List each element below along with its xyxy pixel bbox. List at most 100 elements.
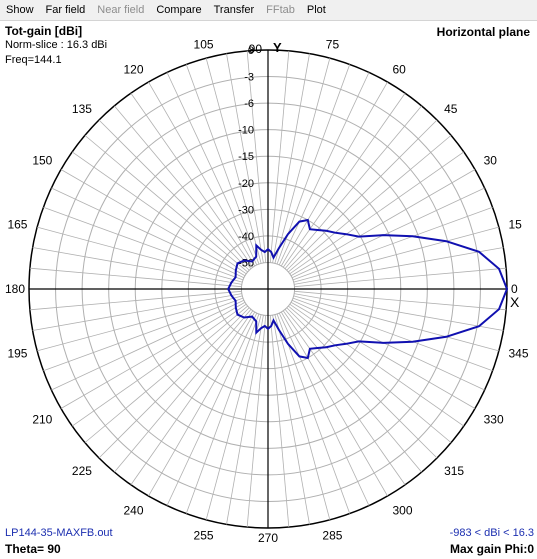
grid-spoke <box>294 247 504 285</box>
radial-tick-label: -20 <box>238 178 254 190</box>
grid-spoke <box>284 309 422 473</box>
grid-spoke <box>278 312 370 506</box>
gain-pattern-trace <box>227 218 509 360</box>
menu-compare[interactable]: Compare <box>156 4 202 16</box>
grid-spoke <box>286 307 438 459</box>
grid-spoke <box>282 92 406 268</box>
grid-spoke <box>292 206 493 281</box>
grid-spoke <box>185 64 260 265</box>
grid-spoke <box>280 311 388 497</box>
plane-label: Horizontal plane <box>436 25 530 39</box>
grid-spoke <box>71 151 247 275</box>
angle-tick-label: 75 <box>326 37 340 51</box>
grid-spoke <box>278 72 370 266</box>
radial-tick-label: -15 <box>238 151 254 163</box>
grid-spoke <box>291 187 485 279</box>
menu-transfer[interactable]: Transfer <box>213 4 255 16</box>
norm-slice-label: Norm-slice : 16.3 dBi <box>5 39 108 51</box>
grid-spoke <box>205 314 262 520</box>
grid-spoke <box>294 290 507 311</box>
angle-tick-label: 345 <box>509 346 529 360</box>
radial-tick-label: -3 <box>244 72 254 84</box>
grid-spoke <box>246 50 267 263</box>
radial-scale-labels: 0 -3 -6 -10 -15 -20 -30 -40 -50 <box>238 45 254 269</box>
grid-spoke <box>290 169 476 277</box>
menu-near-field[interactable]: Near field <box>97 4 145 16</box>
angle-tick-label: 195 <box>7 346 27 360</box>
grid-spoke <box>293 295 499 352</box>
angle-tick-label: 255 <box>194 529 214 543</box>
grid-spoke <box>269 50 290 263</box>
grid-spoke <box>288 305 452 443</box>
grid-spoke <box>71 303 247 427</box>
grid-spoke <box>246 315 267 528</box>
grid-spoke <box>291 299 485 391</box>
grid-spoke <box>282 310 406 486</box>
angle-tick-label: 165 <box>7 218 27 232</box>
radial-tick-label: -10 <box>238 125 254 137</box>
grid-spoke <box>114 105 252 269</box>
grid-spoke <box>289 303 465 427</box>
grid-spoke <box>280 81 388 267</box>
y-axis-label: Y <box>273 40 282 55</box>
gain-range-label: -983 < dBi < 16.3 <box>449 527 534 539</box>
grid-spoke <box>294 267 507 288</box>
grid-spoke <box>274 314 331 520</box>
grid-spoke <box>284 105 422 269</box>
grid-spoke <box>269 315 290 528</box>
grid-spoke <box>51 187 245 279</box>
grid-spoke <box>226 53 264 263</box>
grid-spoke <box>205 58 262 264</box>
grid-spoke <box>130 92 254 268</box>
angle-tick-label: 330 <box>484 413 504 427</box>
menu-plot[interactable]: Plot <box>306 4 326 16</box>
grid-spoke <box>292 297 493 372</box>
radial-tick-label: -40 <box>238 231 254 243</box>
quantity-label: Tot-gain [dBi] <box>5 24 83 38</box>
grid-spoke <box>185 313 260 514</box>
menu-fftab[interactable]: FFtab <box>266 4 295 16</box>
angle-tick-label: 240 <box>123 504 143 518</box>
grid-spoke <box>29 290 242 311</box>
grid-spoke <box>37 295 243 352</box>
frequency-label: Freq=144.1 <box>5 54 62 66</box>
grid-spoke <box>293 226 499 283</box>
angle-tick-label: 150 <box>32 154 52 168</box>
angle-labels: 0 15 30 45 60 75 90 105 120 135 150 165 180 195 210 225… <box>5 37 529 545</box>
grid-spoke <box>286 119 438 271</box>
grid-spoke <box>84 305 248 443</box>
menu-show[interactable]: Show <box>6 4 34 16</box>
angle-tick-label: 60 <box>393 62 407 76</box>
polar-plot-area: 0 -3 -6 -10 -15 -20 -30 -40 -50 0 15 30 45 60 75 90 105… <box>0 21 537 559</box>
grid-spoke <box>60 169 246 277</box>
radial-tick-label: -30 <box>238 204 254 216</box>
angle-tick-label: 180 <box>5 282 25 296</box>
grid-spoke <box>51 299 245 391</box>
grid-spoke <box>272 53 310 263</box>
angle-tick-label: 300 <box>393 504 413 518</box>
grid-spoke <box>98 307 250 459</box>
grid-spoke <box>43 297 244 372</box>
angle-tick-label: 105 <box>194 37 214 51</box>
grid-spoke <box>290 301 476 409</box>
radial-tick-label: 0 <box>248 45 254 57</box>
filename-label: LP144-35-MAXFB.out <box>5 527 113 539</box>
angle-tick-label: 225 <box>72 464 92 478</box>
menu-far-field[interactable]: Far field <box>45 4 86 16</box>
angle-tick-label: 0 <box>511 282 518 296</box>
angle-tick-label: 285 <box>322 529 342 543</box>
grid-spoke <box>43 206 244 281</box>
grid-spoke <box>226 315 264 525</box>
grid-spoke <box>166 72 258 266</box>
angle-tick-label: 315 <box>444 464 464 478</box>
angle-tick-label: 210 <box>32 413 52 427</box>
grid-spoke <box>289 151 465 275</box>
grid-spoke <box>29 267 242 288</box>
grid-spoke <box>276 64 351 265</box>
grid-spoke <box>148 81 256 267</box>
angle-tick-label: 15 <box>509 218 523 232</box>
grid-spoke <box>32 293 242 331</box>
grid-spoke <box>37 226 243 283</box>
angle-tick-label: 90 <box>249 42 263 56</box>
grid-spoke <box>32 247 242 285</box>
